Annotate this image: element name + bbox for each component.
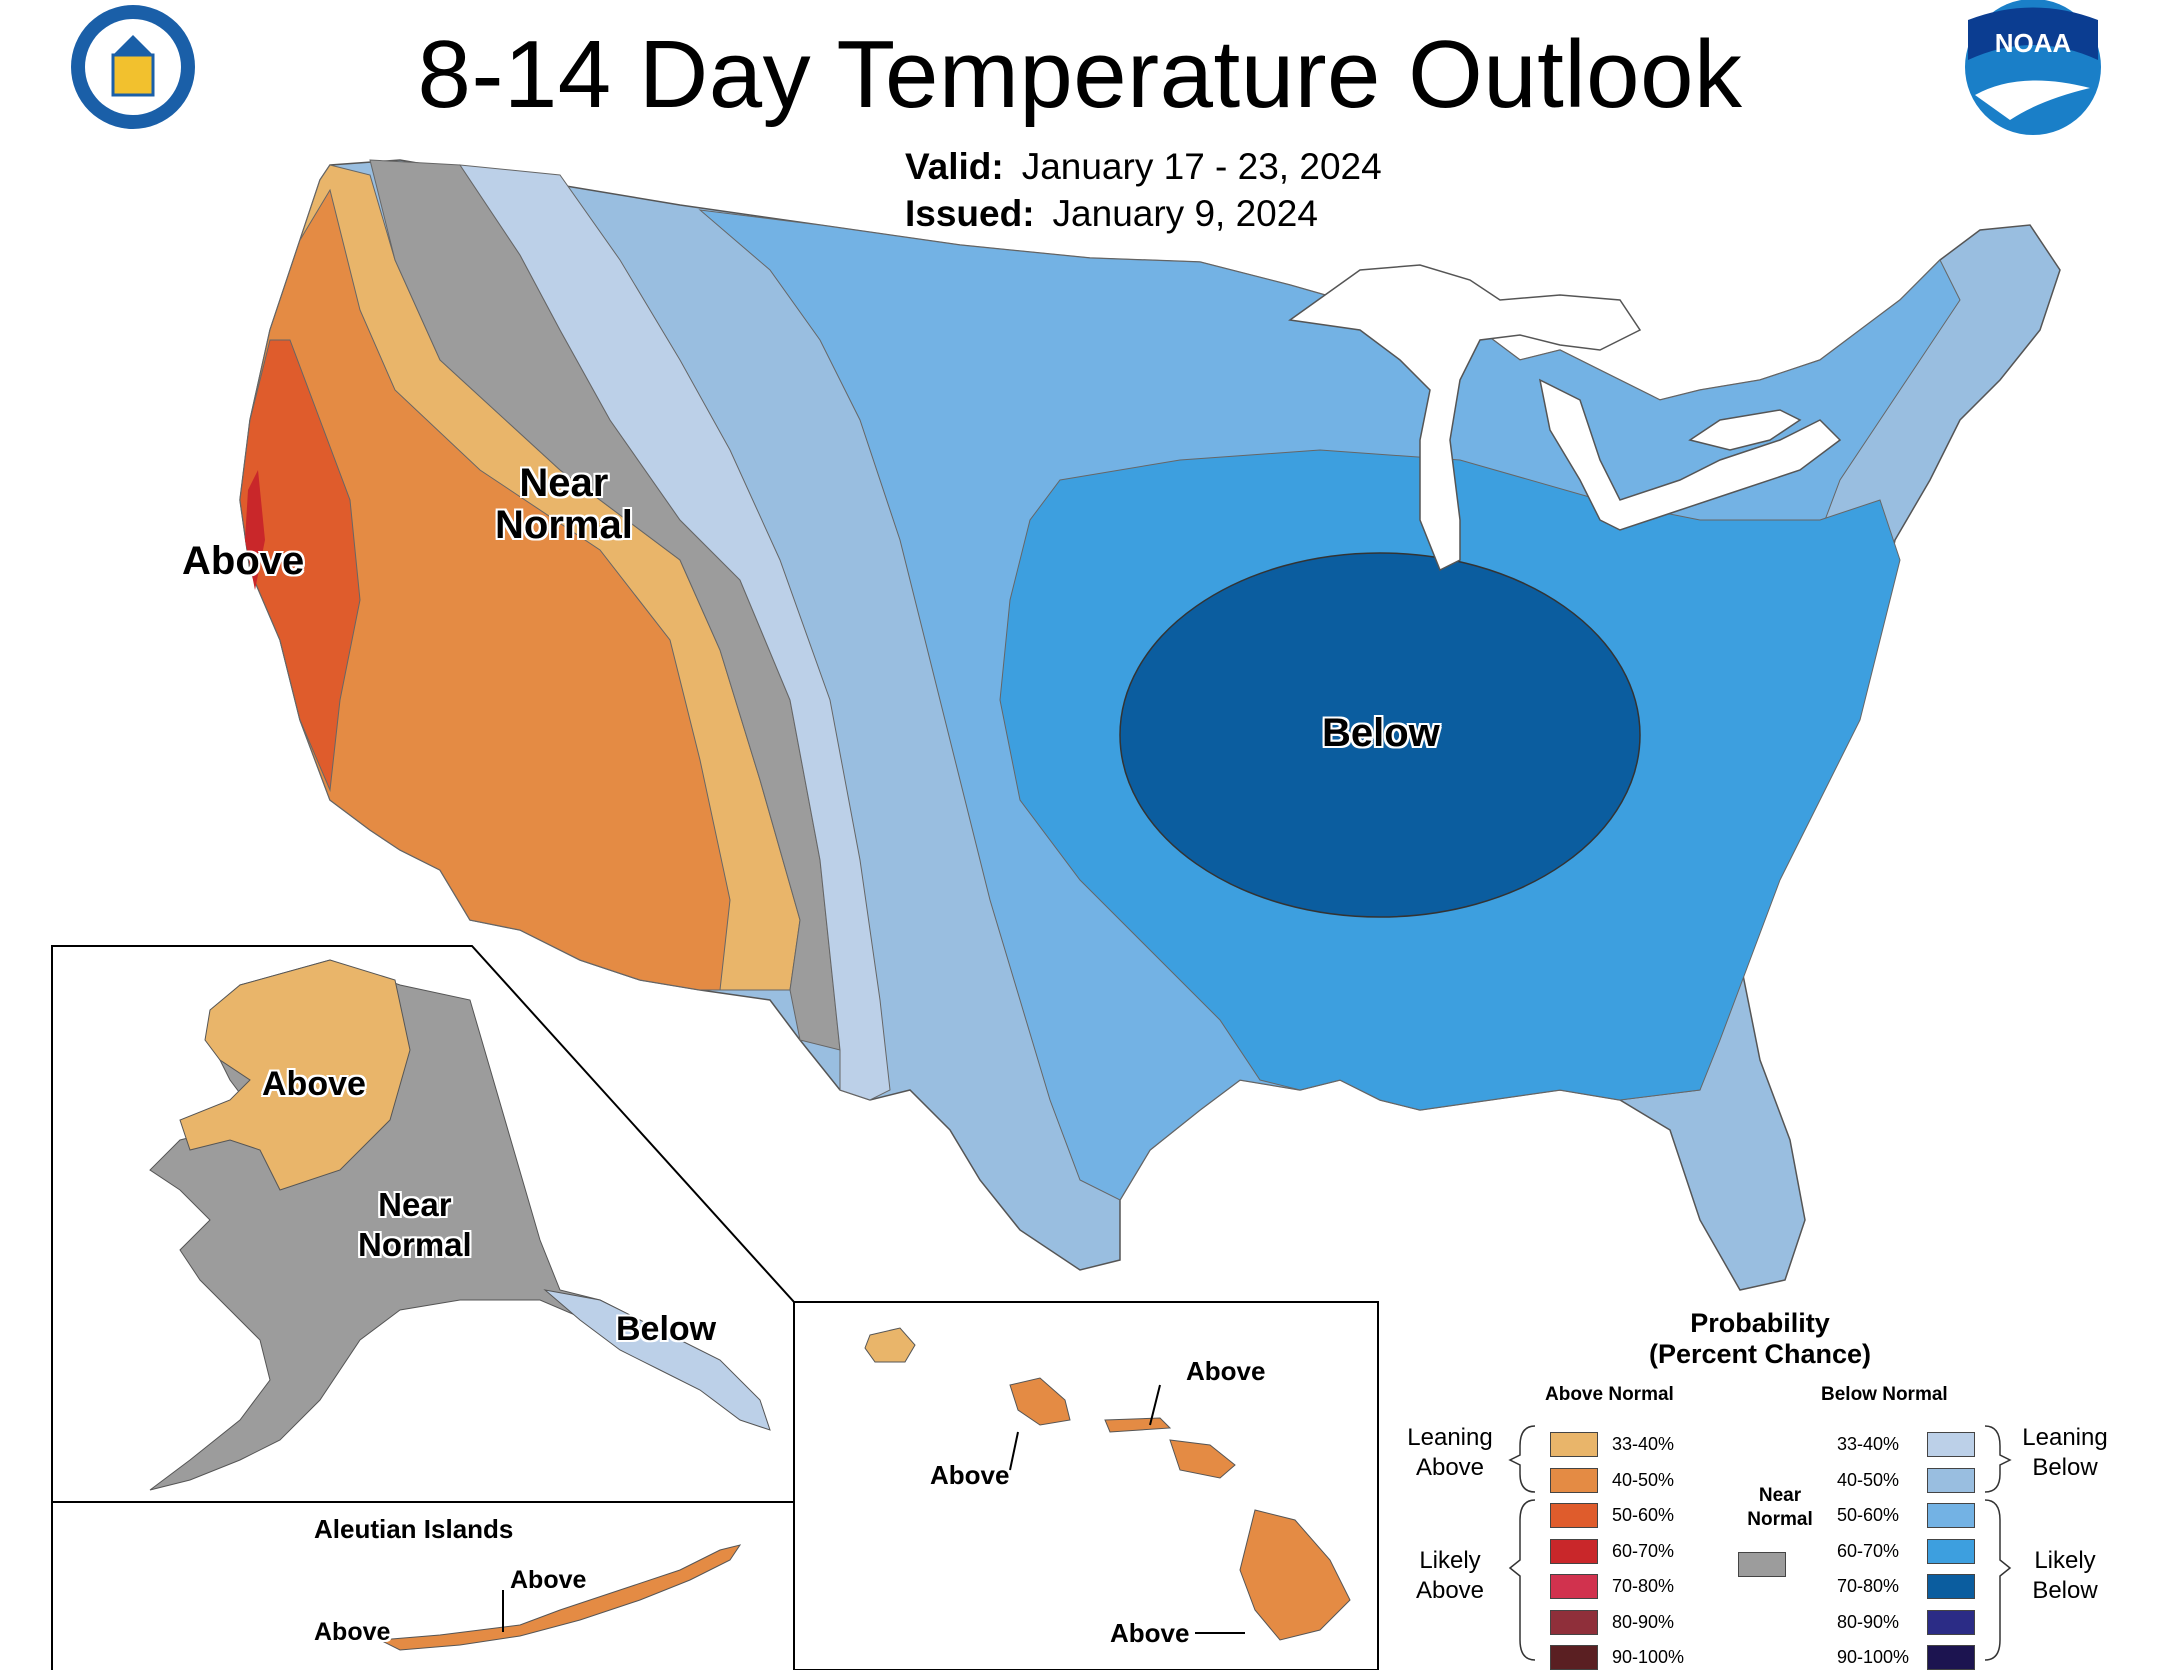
kauai [864, 1327, 916, 1363]
alaska-below-label: Below [616, 1310, 717, 1348]
legend-likely-above-line2: Above [1415, 1577, 1485, 1604]
legend-title: Probability (Percent Chance) [1600, 1308, 1920, 1370]
department-of-commerce-seal [71, 5, 195, 129]
aleutian-above-label-1: Above [510, 1566, 587, 1594]
legend-above-range: 90-100% [1612, 1647, 1685, 1667]
lake-huron-erie [1538, 378, 1842, 531]
above-60-70-region [245, 470, 265, 590]
legend-likely-below: Likely Below [2015, 1546, 2115, 1606]
legend-likely-below-line2: Below [2032, 1577, 2098, 1604]
legend-above-swatch [1550, 1609, 1598, 1635]
noaa-logo-text: NOAA [1995, 28, 2072, 58]
legend-below-swatch [1927, 1609, 1975, 1635]
alaska-above-label: Above [262, 1065, 366, 1103]
conus-below-label: Below [1322, 711, 1440, 755]
legend-near-normal-line2: Normal [1747, 1509, 1813, 1530]
conus-above-label: Above [182, 539, 305, 583]
above-50-60-region [239, 339, 361, 792]
alaska-near-normal-label: Near Normal [358, 1185, 472, 1265]
legend-below-range: 40-50% [1837, 1469, 1900, 1490]
legend-above-swatch [1550, 1432, 1598, 1457]
legend-below-range: 70-80% [1837, 1576, 1900, 1596]
legend-leaning-below-line2: Below [2032, 1454, 2098, 1481]
legend-likely-above: Likely Above [1400, 1546, 1500, 1606]
legend-below-swatch [1927, 1538, 1975, 1564]
legend-leaning-above-line2: Above [1415, 1454, 1485, 1481]
issued-date: Issued: January 9, 2024 [905, 193, 1318, 235]
legend-below-range: 90-100% [1837, 1647, 1910, 1667]
legend-above-swatch [1550, 1574, 1598, 1599]
legend-above-range: 40-50% [1612, 1469, 1675, 1490]
alaska-below-region [543, 1289, 771, 1431]
legend-above-range: 50-60% [1612, 1505, 1675, 1525]
conus-near-normal-line1: Near [519, 461, 609, 505]
hawaii-above-label-3: Above [1110, 1618, 1190, 1648]
hawaii-above-label-2: Above [930, 1460, 1010, 1490]
legend-below-header: Below Normal [1821, 1384, 1948, 1405]
valid-label: Valid: [905, 146, 1004, 187]
legend-leaning-below: Leaning Below [2015, 1423, 2115, 1483]
legend-below-range: 50-60% [1837, 1505, 1900, 1525]
legend-below-range: 60-70% [1837, 1540, 1900, 1561]
legend-above-range: 70-80% [1612, 1576, 1675, 1596]
legend-below-range: 33-40% [1837, 1434, 1900, 1454]
aleutian-above-label-2: Above [314, 1618, 391, 1646]
legend-title-line2: (Percent Chance) [1648, 1339, 1872, 1369]
below-33-40-region [458, 164, 891, 1101]
big-island [1239, 1509, 1351, 1641]
legend-above-range: 60-70% [1612, 1540, 1675, 1561]
legend-below-range: 80-90% [1837, 1611, 1900, 1632]
legend-likely-above-line1: Likely [1419, 1547, 1481, 1574]
hawaii-above-label-1: Above [1186, 1356, 1266, 1386]
valid-dates: Valid: January 17 - 23, 2024 [905, 146, 1382, 188]
below-70-80-region [1119, 552, 1641, 918]
oahu [1009, 1377, 1071, 1426]
legend-leaning-below-line1: Leaning [2022, 1424, 2108, 1451]
molokai-maui [1104, 1417, 1236, 1479]
noaa-logo [1965, 0, 2101, 135]
lake-ontario [1688, 409, 1802, 451]
legend-below-swatch [1927, 1503, 1975, 1528]
legend-above-swatch [1550, 1467, 1598, 1493]
legend-leaning-above: Leaning Above [1400, 1423, 1500, 1483]
issued-value: January 9, 2024 [1052, 193, 1318, 234]
legend-leaning-above-line1: Leaning [1407, 1424, 1493, 1451]
issued-label: Issued: [905, 193, 1035, 234]
legend-below-swatch [1927, 1574, 1975, 1599]
legend-near-normal-line1: Near [1758, 1485, 1802, 1506]
valid-value: January 17 - 23, 2024 [1021, 146, 1382, 187]
hawaii-pointer-1 [1149, 1384, 1161, 1426]
alaska-near-normal-line1: Near [378, 1186, 452, 1223]
legend-above-range: 33-40% [1612, 1434, 1675, 1454]
legend-above-swatch [1550, 1503, 1598, 1528]
legend-title-line1: Probability [1690, 1308, 1830, 1338]
conus-near-normal-line2: Normal [495, 503, 633, 547]
page-title: 8-14 Day Temperature Outlook [417, 21, 1743, 128]
legend-near-normal-swatch [1738, 1552, 1786, 1577]
legend-above-range: 80-90% [1612, 1611, 1675, 1632]
legend-below-swatch [1927, 1645, 1975, 1670]
legend-likely-below-line1: Likely [2034, 1547, 2096, 1574]
legend-below-swatch [1927, 1467, 1975, 1493]
legend-above-swatch [1550, 1538, 1598, 1564]
legend-near-normal-label: Near Normal [1735, 1484, 1825, 1532]
alaska-near-normal-line2: Normal [358, 1226, 472, 1263]
aleutian-chain [378, 1544, 742, 1651]
aleutian-title: Aleutian Islands [314, 1514, 514, 1544]
conus-near-normal-label: Near Normal [495, 462, 633, 546]
legend-below-swatch [1927, 1432, 1975, 1457]
alaska-above-region [179, 959, 411, 1191]
legend-above-swatch [1550, 1645, 1598, 1670]
legend-above-header: Above Normal [1545, 1384, 1674, 1405]
great-lakes [1288, 264, 1642, 572]
hawaii-pointer-2 [1009, 1431, 1019, 1471]
